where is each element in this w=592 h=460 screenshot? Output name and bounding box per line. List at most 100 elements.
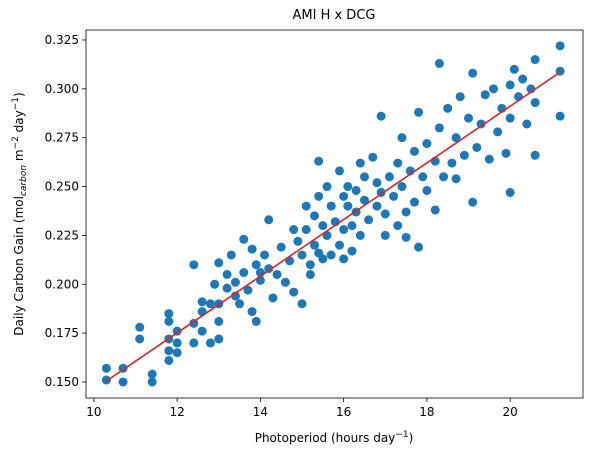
point — [222, 269, 232, 279]
point — [205, 299, 215, 309]
point — [197, 326, 207, 336]
point — [305, 260, 315, 270]
point — [418, 172, 428, 182]
point — [334, 240, 344, 250]
point — [135, 322, 145, 332]
point — [235, 299, 245, 309]
point — [393, 158, 403, 168]
point — [397, 182, 407, 192]
point — [289, 225, 299, 235]
point — [310, 211, 320, 221]
point — [164, 316, 174, 326]
y-label-part: day — [12, 110, 26, 136]
point — [251, 260, 261, 270]
point — [464, 113, 474, 123]
point — [451, 133, 461, 143]
y-label-part: Daily Carbon Gain (mol — [12, 196, 26, 336]
point — [389, 191, 399, 201]
point — [164, 309, 174, 319]
point — [239, 268, 249, 278]
y-tick-label: 0.200 — [45, 277, 79, 291]
point — [264, 264, 274, 274]
point — [409, 197, 419, 207]
x-axis-label: Photoperiod (hours day−1) — [255, 430, 414, 445]
point — [101, 363, 111, 373]
point — [255, 275, 265, 285]
point — [409, 146, 419, 156]
point — [368, 152, 378, 162]
point — [326, 250, 336, 260]
y-tick-label: 0.175 — [45, 326, 79, 340]
point — [301, 225, 311, 235]
point — [439, 172, 449, 182]
point — [530, 98, 540, 108]
plot-frame — [85, 29, 584, 399]
point — [384, 172, 394, 182]
point — [314, 156, 324, 166]
point — [339, 225, 349, 235]
chart-title: AMI H x DCG — [293, 8, 376, 23]
point — [268, 293, 278, 303]
point — [380, 230, 390, 240]
y-label-sup: −1 — [11, 97, 21, 110]
y-tick-label: 0.275 — [45, 131, 79, 145]
point — [468, 197, 478, 207]
point — [401, 232, 411, 242]
point — [505, 187, 515, 197]
point — [326, 201, 336, 211]
point — [355, 158, 365, 168]
point — [530, 55, 540, 65]
point — [214, 258, 224, 268]
point — [147, 377, 157, 387]
point — [493, 127, 503, 137]
point — [226, 250, 236, 260]
point — [197, 297, 207, 307]
point — [289, 287, 299, 297]
point — [293, 236, 303, 246]
point — [501, 148, 511, 158]
point — [347, 221, 357, 231]
point — [351, 185, 361, 195]
point — [455, 92, 465, 102]
point — [305, 269, 315, 279]
x-label-part: Photoperiod (hours day — [255, 431, 396, 445]
y-label-part: m — [12, 149, 26, 165]
y-tick-label: 0.250 — [45, 180, 79, 194]
point — [247, 307, 257, 317]
point — [322, 182, 332, 192]
x-label-part: ) — [409, 431, 414, 445]
y-label-sup: −2 — [11, 136, 21, 149]
point — [530, 150, 540, 160]
point — [376, 111, 386, 121]
point — [147, 369, 157, 379]
y-label-sub: carbon — [19, 165, 29, 196]
point — [359, 172, 369, 182]
point — [422, 185, 432, 195]
point — [260, 250, 270, 260]
point — [247, 244, 257, 254]
point — [189, 338, 199, 348]
point — [164, 346, 174, 356]
point — [280, 277, 290, 287]
point — [505, 80, 515, 90]
y-label-part: ) — [12, 92, 26, 97]
point — [393, 221, 403, 231]
point — [189, 318, 199, 328]
point — [443, 103, 453, 113]
point — [484, 154, 494, 164]
point — [264, 215, 274, 225]
x-tick-label: 18 — [419, 405, 434, 419]
point — [318, 221, 328, 231]
point — [401, 207, 411, 217]
point — [380, 209, 390, 219]
point — [518, 74, 528, 84]
point — [372, 178, 382, 188]
point — [210, 279, 220, 289]
point — [314, 191, 324, 201]
y-tick-label: 0.300 — [45, 82, 79, 96]
y-tick-label: 0.225 — [45, 228, 79, 242]
point — [205, 338, 215, 348]
y-axis-label: Daily Carbon Gain (molcarbon m−2 day−1) — [11, 92, 29, 335]
point — [414, 242, 424, 252]
